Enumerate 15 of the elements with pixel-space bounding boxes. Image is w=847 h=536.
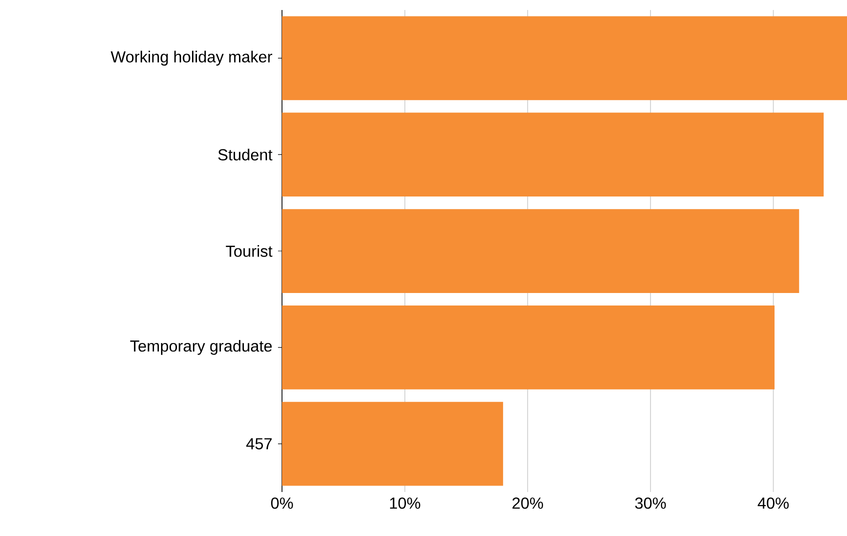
y-tick-label: Working holiday maker <box>110 50 272 66</box>
y-tick-label: 457 <box>246 438 272 450</box>
bar <box>282 112 824 197</box>
bar <box>282 209 800 293</box>
x-tick-label: 0% <box>271 498 293 509</box>
x-tick-label: 10% <box>390 498 420 509</box>
x-tick-label: 20% <box>512 498 544 509</box>
bar <box>282 402 504 486</box>
y-tick-label: Student <box>218 148 272 160</box>
y-tick-label: Tourist <box>226 245 272 257</box>
bar <box>282 16 847 100</box>
x-tick-label: 30% <box>635 498 666 509</box>
y-tick-label: Temporary graduate <box>130 340 272 355</box>
x-tick-label: 40% <box>758 498 789 509</box>
bar <box>282 305 775 390</box>
